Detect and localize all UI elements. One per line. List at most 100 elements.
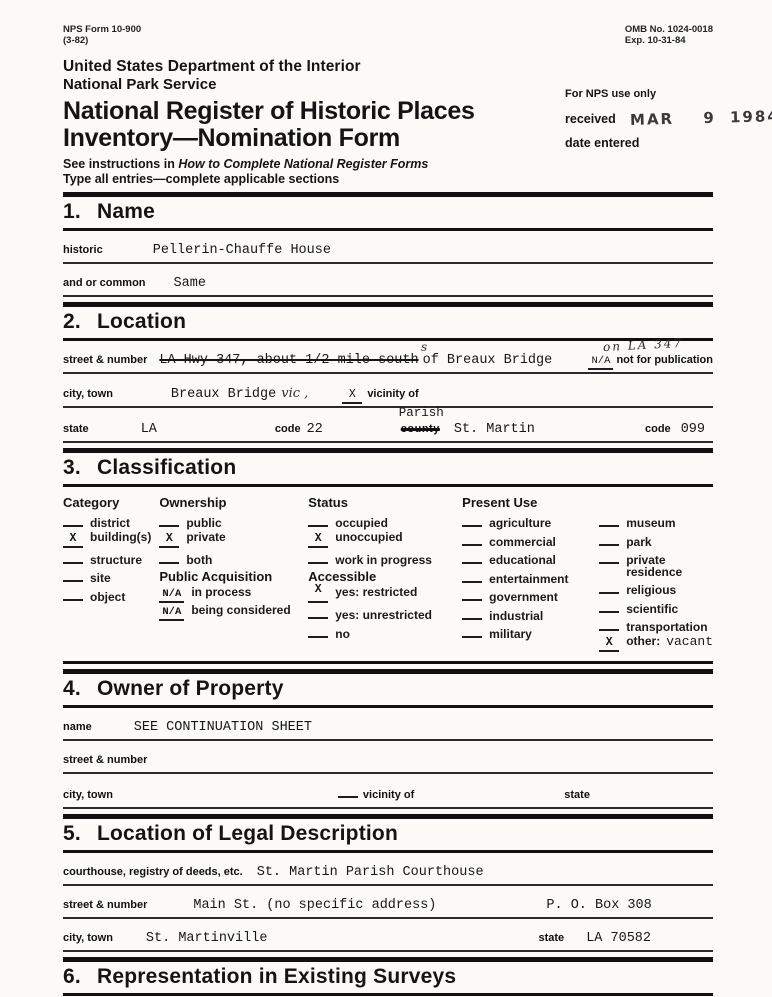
other-blank: X bbox=[599, 636, 620, 652]
parish-overwrite: Parish bbox=[398, 406, 444, 420]
private-label: private bbox=[186, 529, 226, 544]
section-5-heading: 5. Location of Legal Description bbox=[63, 813, 713, 853]
yes-restricted-label: yes: restricted bbox=[335, 585, 418, 599]
checkbox-scientific: scientific bbox=[599, 599, 713, 616]
present-use-spacer bbox=[599, 495, 713, 510]
owner-street-label: street & number bbox=[63, 753, 148, 766]
work-in-progress-blank bbox=[308, 550, 329, 564]
yes-unrestricted-label: yes: unrestricted bbox=[335, 608, 432, 622]
checkbox-government: government bbox=[462, 587, 599, 604]
buildings-label: building(s) bbox=[90, 529, 152, 544]
present-use-header: Present Use bbox=[462, 495, 538, 510]
nps-use-only-label: For NPS use only bbox=[565, 88, 657, 100]
not-for-publication-label: not for publication bbox=[616, 354, 713, 366]
section-2-heading: 2. Location bbox=[63, 302, 713, 341]
field-row-state-county: state LA code 22 Parish county St. Marti… bbox=[63, 406, 713, 443]
field-row-owner-name: name SEE CONTINUATION SHEET bbox=[63, 708, 713, 741]
field-row-owner-street: street & number bbox=[63, 741, 713, 774]
entertainment-label: entertainment bbox=[489, 571, 569, 586]
checkbox-public: public bbox=[159, 513, 308, 530]
city-town-value: Breaux Bridge bbox=[170, 387, 277, 402]
checkbox-in-process: N/A in process bbox=[159, 586, 308, 603]
other-value: vacant bbox=[666, 633, 713, 649]
yes-restricted-mark: X bbox=[314, 583, 322, 596]
form-title: National Register of Historic Places Inv… bbox=[63, 98, 713, 152]
county-label-corrected: Parish county bbox=[399, 406, 444, 439]
field-row-city-town: city, town Breaux Bridge vic , X vicinit… bbox=[63, 374, 713, 408]
museum-blank bbox=[599, 513, 620, 527]
site-label: site bbox=[90, 571, 111, 585]
legal-street-value2: P. O. Box 308 bbox=[546, 897, 652, 913]
commercial-blank bbox=[462, 532, 483, 546]
stamp-year: 1984 bbox=[729, 107, 772, 127]
received-date-stamp: MAR 9 1984 bbox=[630, 107, 772, 129]
state-code-value: 22 bbox=[306, 422, 323, 437]
section-2-number: 2. bbox=[63, 310, 81, 333]
park-blank bbox=[599, 532, 620, 546]
checkbox-educational: educational bbox=[462, 550, 599, 567]
public-acquisition-header: Public Acquisition bbox=[159, 569, 273, 584]
vicinity-blank: X bbox=[342, 389, 363, 404]
checkbox-park: park bbox=[599, 532, 713, 549]
legal-state-label: state bbox=[538, 931, 565, 944]
agriculture-label: agriculture bbox=[489, 516, 552, 530]
street-number-label: street & number bbox=[63, 354, 148, 366]
courthouse-value: St. Martin Parish Courthouse bbox=[256, 864, 484, 880]
checkbox-being-considered: N/A being considered bbox=[159, 603, 308, 621]
section-5-number: 5. bbox=[63, 821, 81, 845]
instructions-line1: See instructions in How to Complete Nati… bbox=[63, 157, 713, 172]
field-row-legal-city: city, town St. Martinville state LA 7058… bbox=[63, 919, 713, 952]
being-considered-label: being considered bbox=[191, 603, 291, 617]
government-label: government bbox=[489, 590, 558, 604]
checkbox-object: object bbox=[63, 587, 159, 604]
city-town-label: city, town bbox=[63, 388, 113, 400]
accessible-header: Accessible bbox=[308, 569, 377, 584]
form-number-line1: NPS Form 10-900 bbox=[63, 24, 142, 35]
form-title-line1: National Register of Historic Places bbox=[63, 97, 475, 125]
street-number-value: of Breaux Bridge bbox=[422, 353, 553, 368]
checkbox-no: no bbox=[308, 624, 462, 641]
industrial-label: industrial bbox=[489, 608, 544, 623]
vicinity-label: vicinity of bbox=[367, 388, 419, 400]
unoccupied-blank: X bbox=[308, 532, 329, 548]
in-process-blank: N/A bbox=[159, 589, 185, 603]
scientific-label: scientific bbox=[626, 601, 679, 616]
no-blank bbox=[308, 624, 329, 638]
checkbox-site: site bbox=[63, 568, 159, 585]
private-residence-label: private residence bbox=[626, 553, 683, 579]
field-row-historic: historic Pellerin-Chauffe House bbox=[63, 231, 713, 264]
section-6-number: 6. bbox=[63, 964, 81, 988]
section-4-title: Owner of Property bbox=[97, 676, 284, 700]
public-blank bbox=[159, 513, 180, 527]
received-label: received bbox=[565, 112, 616, 126]
occupied-label: occupied bbox=[335, 516, 388, 530]
private-residence-blank bbox=[599, 550, 620, 564]
owner-vicinity-blank bbox=[337, 784, 358, 798]
structure-blank bbox=[63, 550, 83, 564]
county-label-struck: county bbox=[400, 423, 440, 435]
field-row-courthouse: courthouse, registry of deeds, etc. St. … bbox=[63, 853, 713, 886]
street-number-struck-text: LA Hwy 347, about 1/2 mile south bbox=[159, 353, 419, 368]
department-title: United States Department of the Interior bbox=[63, 58, 361, 75]
district-blank bbox=[63, 513, 83, 527]
buildings-blank: X bbox=[63, 532, 83, 548]
religious-blank bbox=[599, 580, 620, 594]
checkbox-yes-unrestricted: yes: unrestricted bbox=[308, 605, 462, 622]
ownership-header: Ownership bbox=[159, 495, 227, 510]
state-code-label: code bbox=[274, 423, 301, 435]
checkbox-transportation: transportation bbox=[599, 617, 713, 634]
form-instructions: See instructions in How to Complete Nati… bbox=[63, 157, 713, 187]
field-row-owner-city: city, town vicinity of state bbox=[63, 774, 713, 809]
checkbox-commercial: commercial bbox=[462, 532, 599, 549]
stamp-month: MAR bbox=[629, 109, 675, 129]
section-6-heading: 6. Representation in Existing Surveys bbox=[63, 956, 713, 996]
legal-street-label: street & number bbox=[63, 898, 148, 911]
received-row: received MAR 9 1984 bbox=[565, 107, 772, 129]
form-number: NPS Form 10-900 (3-82) bbox=[63, 24, 141, 46]
